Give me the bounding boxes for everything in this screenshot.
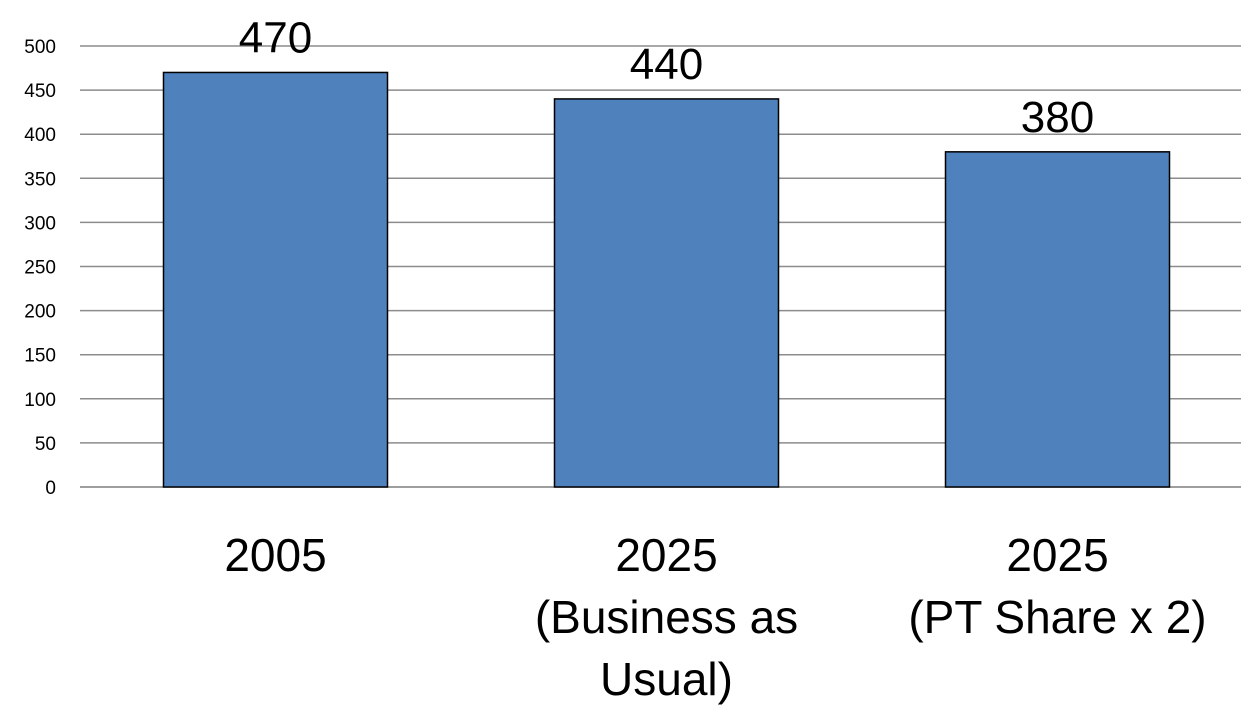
y-axis-tick-labels: 0 50 100 150 200 250 300 350 400 450 500: [24, 37, 56, 499]
x-tick-label: Usual): [600, 653, 733, 705]
y-tick-label: 150: [24, 346, 56, 367]
data-label: 380: [1021, 93, 1094, 142]
data-label: 440: [630, 40, 703, 89]
y-tick-label: 400: [24, 125, 56, 146]
x-tick-label: (Business as: [535, 591, 798, 643]
y-tick-label: 200: [24, 302, 56, 323]
bar: [553, 98, 780, 488]
y-tick-label: 100: [24, 390, 56, 411]
x-tick-label: 2025: [1006, 529, 1108, 581]
y-tick-label: 300: [24, 213, 56, 234]
y-tick-label: 450: [24, 81, 56, 102]
bar: [944, 151, 1171, 488]
x-axis-tick-labels: 2005 2025 (Business as Usual) 2025 (PT Share …: [224, 529, 1206, 705]
y-tick-label: 250: [24, 258, 56, 279]
y-tick-label: 500: [24, 37, 56, 58]
x-tick-label: 2025: [615, 529, 717, 581]
y-tick-label: 50: [35, 434, 56, 455]
data-label: 470: [239, 13, 312, 62]
x-tick-label: 2005: [224, 529, 326, 581]
y-tick-label: 0: [45, 478, 56, 499]
bar: [162, 71, 389, 488]
y-tick-label: 350: [24, 169, 56, 190]
bars: [162, 71, 1171, 488]
x-tick-label: (PT Share x 2): [908, 591, 1206, 643]
data-labels: 470 440 380: [239, 13, 1094, 141]
